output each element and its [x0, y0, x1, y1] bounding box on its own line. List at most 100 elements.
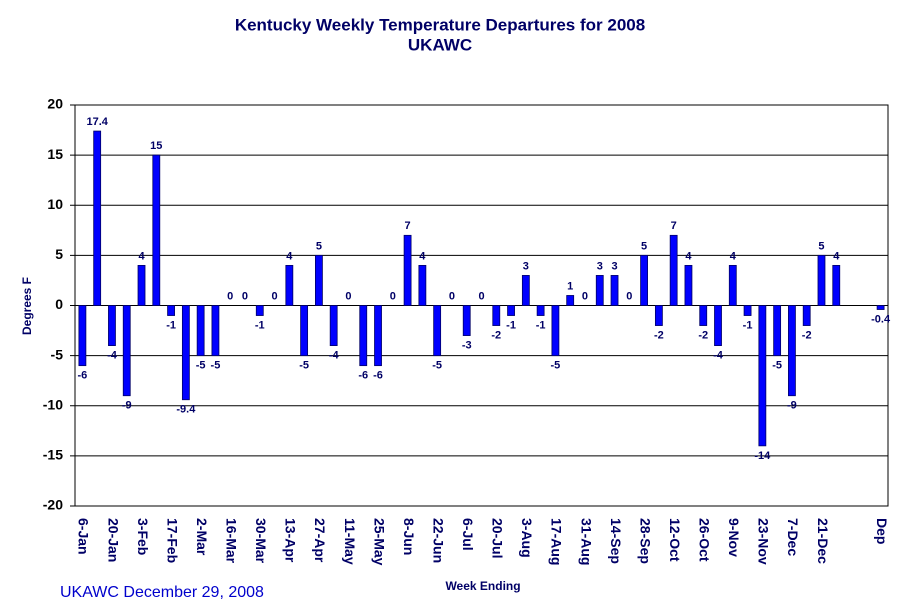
bar	[699, 305, 708, 326]
value-label: -1	[536, 319, 546, 331]
value-label: -6	[358, 370, 368, 382]
y-tick-label: -20	[43, 497, 63, 513]
bar	[492, 305, 501, 326]
value-label: 3	[523, 260, 529, 272]
bar	[374, 305, 382, 367]
bar	[418, 264, 427, 306]
y-tick-label: 10	[47, 196, 63, 212]
bar	[758, 305, 767, 447]
value-label: -1	[506, 319, 516, 331]
bar	[255, 305, 264, 316]
value-label: -5	[432, 360, 442, 372]
value-label: 5	[316, 240, 322, 252]
value-label: -6	[373, 370, 383, 382]
value-label: -6	[78, 370, 88, 382]
chart-subtitle: UKAWC	[408, 35, 472, 54]
bar	[137, 264, 146, 306]
x-tick-label: 30-Mar	[253, 518, 269, 564]
bar	[654, 305, 663, 326]
value-label: -2	[698, 329, 708, 341]
footnote: UKAWC December 29, 2008	[60, 584, 264, 601]
x-tick-label: Dep	[874, 518, 890, 544]
x-tick-label: 26-Oct	[697, 518, 713, 562]
value-label: 1	[567, 280, 573, 292]
x-tick-label: 17-Feb	[164, 518, 180, 563]
x-tick-label: 21-Dec	[815, 518, 831, 564]
value-label: -5	[299, 360, 309, 372]
bar	[876, 305, 885, 310]
value-label: 3	[597, 260, 603, 272]
y-tick-label: 0	[55, 296, 63, 312]
x-tick-label: 17-Aug	[549, 518, 565, 565]
value-label: -4	[713, 350, 724, 362]
value-label: 7	[405, 220, 411, 232]
bar	[551, 305, 560, 357]
value-label: 0	[345, 290, 351, 302]
bar	[743, 305, 752, 316]
bar	[521, 275, 530, 306]
bar	[728, 264, 737, 306]
x-tick-label: 27-Apr	[312, 518, 328, 563]
bar	[788, 305, 796, 397]
chart-title: Kentucky Weekly Temperature Departures f…	[235, 15, 645, 34]
bar	[300, 305, 309, 357]
bar	[167, 305, 175, 316]
x-tick-label: 2-Mar	[194, 518, 210, 556]
bar	[329, 305, 338, 346]
bar	[832, 264, 841, 306]
x-tick-label: 20-Jul	[490, 518, 506, 558]
bar	[773, 305, 782, 357]
y-tick-label: -15	[43, 447, 63, 463]
value-label: -14	[754, 450, 771, 462]
bar	[669, 234, 678, 306]
value-label: -2	[802, 329, 812, 341]
value-label: 0	[582, 290, 588, 302]
bar	[285, 264, 294, 306]
value-label: 4	[685, 250, 692, 262]
value-label: -4	[329, 350, 340, 362]
value-label: -9	[122, 400, 132, 412]
bar	[714, 305, 722, 346]
value-label: 4	[833, 250, 840, 262]
value-label: 0	[390, 290, 396, 302]
value-label: -5	[551, 360, 561, 372]
value-label: 0	[242, 290, 248, 302]
y-tick-label: 15	[47, 146, 63, 162]
value-label: 17.4	[86, 116, 108, 128]
bar	[433, 305, 442, 357]
y-tick-label: 5	[55, 246, 63, 262]
value-label: 5	[641, 240, 647, 252]
value-label: 0	[626, 290, 632, 302]
value-label: 7	[671, 220, 677, 232]
x-tick-label: 20-Jan	[105, 518, 121, 562]
bar	[93, 130, 102, 306]
value-label: -2	[654, 329, 664, 341]
value-label: -1	[743, 319, 753, 331]
value-label: -2	[491, 329, 501, 341]
value-label: 15	[150, 140, 162, 152]
value-label: -3	[462, 339, 472, 351]
x-tick-label: 11-May	[342, 518, 358, 565]
bar	[462, 305, 471, 336]
bar	[802, 305, 811, 326]
bar	[403, 234, 412, 306]
value-label: 4	[138, 250, 145, 262]
value-label: 0	[227, 290, 233, 302]
y-tick-label: -10	[43, 396, 63, 412]
y-axis-label: Degrees F	[20, 277, 34, 335]
x-tick-label: 6-Jan	[76, 518, 92, 555]
value-label: -1	[166, 319, 176, 331]
value-label: -9	[787, 400, 797, 412]
bar	[595, 275, 604, 306]
x-tick-label: 25-May	[371, 518, 387, 566]
x-tick-label: 6-Jul	[460, 518, 476, 551]
value-label: -9.4	[176, 404, 196, 416]
x-tick-label: 23-Nov	[756, 518, 772, 565]
x-tick-label: 12-Oct	[667, 518, 683, 562]
bar	[108, 305, 116, 346]
value-label: 4	[419, 250, 426, 262]
bar	[122, 305, 131, 397]
x-tick-label: 9-Nov	[726, 518, 742, 557]
bar	[817, 254, 826, 306]
